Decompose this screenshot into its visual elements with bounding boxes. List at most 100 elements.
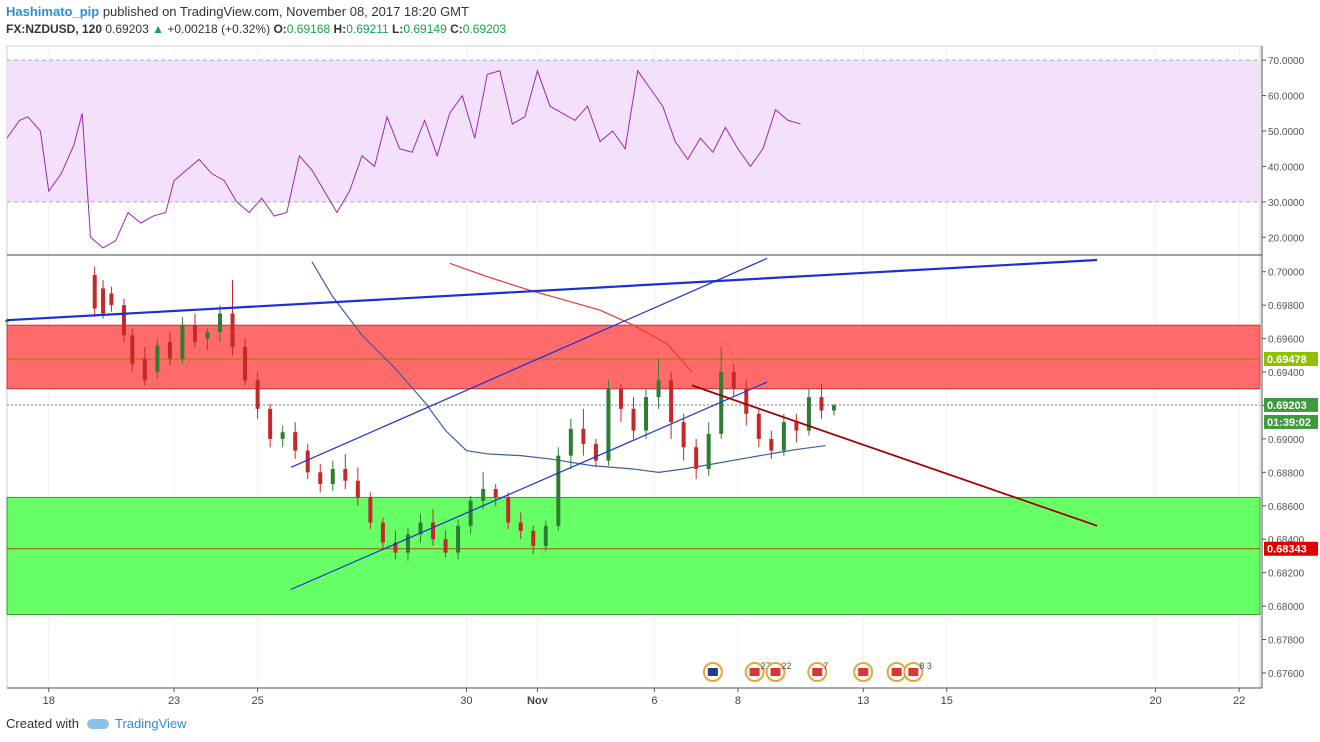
candle-body [531,530,536,546]
time-tick-label: 8 [735,695,741,707]
trendline-long-blue [6,258,1098,322]
chart-header-line2: FX:NZDUSD, 120 0.69203 ▲ +0.00218 (+0.32… [6,22,506,36]
candle-body [606,388,611,461]
trendline-channel-lower [290,381,768,590]
candle-body [205,331,210,339]
time-tick-label: 30 [460,695,472,707]
price-axis-bg [1262,46,1318,688]
candle-body [819,397,824,411]
flag-fill [749,668,760,676]
candle-body [706,433,711,469]
time-tick-label: 23 [168,695,180,707]
created-with-text: Created with [6,716,79,731]
candle-body [556,455,561,526]
candle-body [268,408,273,439]
price-label-countdown: 01:39:02 [1267,417,1311,429]
rsi-band [7,60,1260,202]
symbol-label: FX:NZDUSD, 120 [6,22,103,36]
moving-average-red [449,262,693,373]
zone-resistance [6,324,1261,390]
candle-body [456,525,461,553]
time-tick-label: 13 [857,695,869,707]
rsi-tick-label: 20.0000 [1268,233,1305,244]
candle-body [405,534,410,553]
candle-body [305,450,310,473]
candle-body [380,522,385,543]
high-label: H: [333,22,347,36]
price-label-last: 0.69203 [1267,400,1307,412]
candle-body [109,293,114,306]
trendline-channel-upper [290,257,768,468]
price-tick-label: 0.69000 [1268,435,1305,446]
price-tick-label: 0.68200 [1268,569,1305,580]
tradingview-cloud-icon [86,718,109,729]
low-label: L: [392,22,404,36]
tradingview-link[interactable]: TradingView [86,716,187,731]
chart-canvas[interactable]: 70.0000 60.0000 50.0000 40.0000 30.0000 20.00… [0,40,1320,708]
time-tick-label: 25 [251,695,263,707]
chart-header-line1: Hashimato_pip published on TradingView.c… [6,4,469,19]
rsi-tick-label: 50.0000 [1268,127,1305,138]
price-tick-label: 0.68600 [1268,502,1305,513]
candle-body [694,447,699,469]
candle-body [330,468,335,485]
brand-label: TradingView [114,716,187,731]
price-tick-label: 0.68800 [1268,468,1305,479]
price-tick-label: 0.69800 [1268,301,1305,312]
candle-body [756,413,761,439]
time-tick-label: 6 [651,695,657,707]
flag-fill [858,668,869,676]
candle-body [681,422,686,448]
candle-body [343,468,348,481]
price-label-level-red: 0.68343 [1267,544,1307,556]
candle-body [618,388,623,409]
flag-fill [908,668,919,676]
event-count-label: 27 [761,661,771,671]
zone-support [6,496,1261,615]
candle-body [831,405,836,411]
time-tick-label: 15 [941,695,953,707]
candle-body [794,422,799,431]
candle-body [493,489,498,498]
rsi-tick-label: 30.0000 [1268,198,1305,209]
price-tick-label: 0.69600 [1268,335,1305,346]
candle-body [481,489,486,501]
rsi-tick-label: 70.0000 [1268,56,1305,67]
candle-body [355,480,360,498]
candle-body [192,325,197,342]
open-label: O: [273,22,287,36]
candle-body [368,497,373,523]
price-tick-label: 0.67600 [1268,669,1305,680]
candle-body [581,428,586,444]
rsi-tick-label: 40.0000 [1268,162,1305,173]
candle-body [101,288,106,314]
candle-body [92,275,97,309]
candle-body [631,408,636,431]
candle-body [669,380,674,423]
last-price: 0.69203 [105,22,149,36]
price-change: +0.00218 (+0.32%) [167,22,271,36]
time-tick-label: 22 [1233,695,1245,707]
candle-body [443,539,448,553]
candle-body [769,438,774,451]
candle-body [468,500,473,526]
low-value: 0.69149 [403,22,447,36]
candle-body [431,522,436,540]
close-label: C: [450,22,463,36]
author-link[interactable]: Hashimato_pip [6,4,100,19]
rsi-line [6,69,801,249]
price-label-bg [1264,397,1318,412]
published-text: published on TradingView.com, November 0… [102,4,469,19]
flag-fill [707,668,718,676]
candle-body [155,345,160,373]
candle-body [121,305,126,336]
candle-body [393,542,398,553]
close-value: 0.69203 [462,22,507,36]
candle-body [230,313,235,347]
price-label-bg [1264,414,1318,429]
price-tick-label: 0.68000 [1268,602,1305,613]
trendline-dark-red-down [691,384,1098,527]
event-count-label: 8 3 [919,661,932,671]
candle-body [255,380,260,409]
moving-average-blue [311,261,826,473]
